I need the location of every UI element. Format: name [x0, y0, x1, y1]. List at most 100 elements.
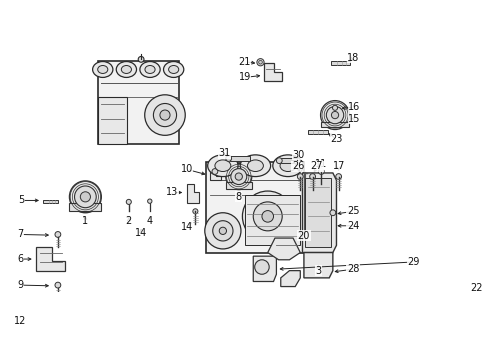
Text: 21: 21: [238, 57, 250, 67]
Circle shape: [297, 174, 303, 180]
Circle shape: [160, 110, 170, 120]
Text: 2: 2: [125, 216, 132, 226]
Polygon shape: [305, 178, 330, 247]
Text: 27: 27: [310, 161, 323, 171]
Polygon shape: [280, 271, 300, 287]
Polygon shape: [69, 203, 101, 211]
Circle shape: [212, 221, 232, 241]
Circle shape: [258, 60, 262, 64]
Text: 8: 8: [235, 192, 242, 202]
Text: 28: 28: [346, 264, 359, 274]
Polygon shape: [209, 171, 220, 180]
Ellipse shape: [163, 62, 183, 77]
Polygon shape: [253, 256, 276, 282]
Ellipse shape: [168, 66, 179, 73]
Polygon shape: [206, 162, 304, 253]
Ellipse shape: [140, 62, 160, 77]
Polygon shape: [43, 200, 58, 203]
Circle shape: [320, 100, 349, 130]
Circle shape: [126, 199, 131, 204]
Polygon shape: [98, 97, 126, 144]
Text: 30: 30: [291, 150, 304, 160]
Text: 15: 15: [347, 114, 360, 124]
Ellipse shape: [121, 66, 131, 73]
Circle shape: [262, 211, 273, 222]
Circle shape: [219, 227, 226, 234]
Circle shape: [254, 260, 268, 274]
Polygon shape: [321, 122, 348, 127]
Circle shape: [74, 186, 96, 208]
Text: 29: 29: [407, 257, 419, 267]
Text: 25: 25: [346, 206, 359, 216]
Polygon shape: [304, 253, 332, 278]
Circle shape: [55, 318, 61, 324]
Circle shape: [276, 158, 282, 163]
Ellipse shape: [207, 155, 238, 176]
Circle shape: [235, 173, 242, 180]
Circle shape: [192, 209, 198, 214]
Polygon shape: [225, 182, 251, 189]
Polygon shape: [331, 61, 349, 65]
Circle shape: [204, 213, 241, 249]
Polygon shape: [307, 130, 327, 134]
Text: 11: 11: [314, 159, 327, 169]
Circle shape: [309, 174, 315, 180]
Text: 4: 4: [146, 216, 153, 226]
Text: 26: 26: [291, 161, 304, 171]
Text: 1: 1: [82, 216, 88, 226]
Circle shape: [225, 156, 231, 161]
Ellipse shape: [240, 155, 270, 176]
Circle shape: [318, 168, 324, 174]
Ellipse shape: [214, 160, 230, 171]
Text: 31: 31: [218, 148, 230, 158]
Text: 23: 23: [329, 134, 342, 144]
Circle shape: [253, 202, 282, 231]
Ellipse shape: [247, 160, 263, 171]
Text: 24: 24: [346, 221, 359, 231]
Text: 20: 20: [297, 231, 309, 241]
Text: 22: 22: [469, 283, 481, 293]
Polygon shape: [267, 238, 300, 260]
Text: 19: 19: [238, 72, 250, 82]
Text: 9: 9: [17, 280, 23, 290]
Text: 10: 10: [180, 164, 192, 174]
Circle shape: [80, 192, 90, 202]
Circle shape: [325, 107, 343, 124]
Polygon shape: [280, 158, 296, 163]
Circle shape: [212, 168, 217, 174]
Ellipse shape: [280, 160, 295, 171]
Circle shape: [332, 105, 337, 111]
Circle shape: [230, 168, 246, 185]
Circle shape: [69, 181, 101, 213]
Polygon shape: [302, 173, 336, 253]
Text: 5: 5: [19, 195, 25, 206]
Ellipse shape: [272, 155, 303, 176]
Circle shape: [256, 59, 264, 66]
Text: 16: 16: [348, 102, 360, 112]
Circle shape: [153, 103, 176, 127]
Circle shape: [144, 95, 185, 135]
Circle shape: [55, 282, 61, 288]
Circle shape: [225, 163, 251, 190]
Polygon shape: [264, 63, 282, 81]
Text: 14: 14: [135, 228, 147, 238]
Circle shape: [242, 191, 292, 242]
Text: 17: 17: [332, 161, 344, 171]
Ellipse shape: [144, 66, 155, 73]
Text: 18: 18: [346, 53, 359, 63]
Polygon shape: [36, 247, 65, 271]
Text: 3: 3: [315, 266, 321, 276]
Text: 6: 6: [17, 254, 23, 264]
Text: 14: 14: [180, 222, 192, 232]
Ellipse shape: [98, 66, 107, 73]
Polygon shape: [244, 195, 300, 245]
Text: 12: 12: [14, 316, 26, 326]
Polygon shape: [230, 156, 249, 161]
Circle shape: [138, 57, 143, 62]
Polygon shape: [98, 61, 179, 144]
Text: 13: 13: [166, 188, 178, 198]
Circle shape: [55, 231, 61, 237]
Circle shape: [335, 174, 341, 180]
Text: 7: 7: [17, 229, 23, 239]
Circle shape: [331, 112, 338, 119]
